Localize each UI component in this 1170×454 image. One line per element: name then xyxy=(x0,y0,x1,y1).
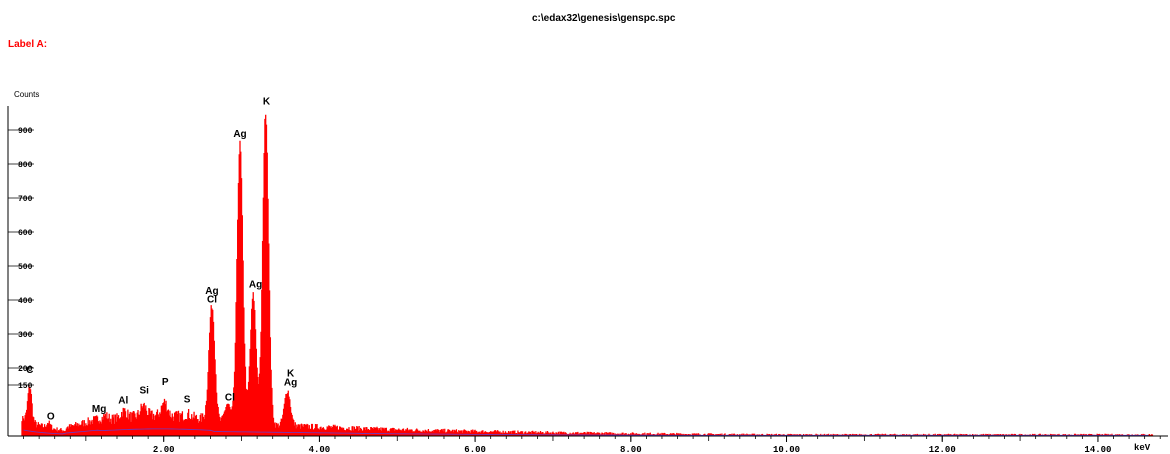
y-tick: 300 xyxy=(8,331,34,340)
peak-label: Mg xyxy=(92,404,106,415)
x-tick-label: 12.00 xyxy=(929,445,956,454)
peak-label: O xyxy=(47,412,55,423)
x-tick: 6.00 xyxy=(464,436,486,454)
y-tick: 600 xyxy=(8,229,34,238)
peak-label: Cl xyxy=(225,392,235,403)
y-tick-label: 200 xyxy=(18,365,33,374)
y-tick: 700 xyxy=(8,195,34,204)
peak-label: Al xyxy=(118,396,128,407)
x-tick-label: 6.00 xyxy=(464,445,486,454)
y-tick: 500 xyxy=(8,263,34,272)
peak-label: K xyxy=(287,369,295,380)
x-tick: 14.00 xyxy=(1084,436,1111,454)
y-tick-label: 900 xyxy=(18,127,33,136)
background-line xyxy=(23,428,1149,436)
y-tick-label: 700 xyxy=(18,195,33,204)
y-tick: 150 xyxy=(8,382,34,391)
x-tick: 2.00 xyxy=(153,436,175,454)
x-tick: 8.00 xyxy=(620,436,642,454)
x-tick-label: 2.00 xyxy=(153,445,175,454)
x-tick: 12.00 xyxy=(929,436,956,454)
label-a: Label A: xyxy=(8,39,47,50)
spectrum-channels xyxy=(19,114,1154,436)
y-tick-label: 300 xyxy=(18,331,33,340)
peak-label: Ag xyxy=(249,279,262,290)
peak-label: C xyxy=(26,365,33,376)
y-tick-label: 500 xyxy=(18,263,33,272)
peak-label: Si xyxy=(140,386,150,397)
peak-label: K xyxy=(263,97,271,108)
y-tick: 200 xyxy=(8,365,34,374)
y-axis-label: Counts xyxy=(14,90,39,99)
x-tick: 4.00 xyxy=(309,436,331,454)
y-tick: 900 xyxy=(8,127,34,136)
spectrum-series xyxy=(19,114,1154,436)
y-tick-label: 600 xyxy=(18,229,33,238)
y-tick-label: 800 xyxy=(18,161,33,170)
x-tick-label: 4.00 xyxy=(309,445,331,454)
x-axis-unit-label: keV xyxy=(1134,443,1151,453)
peak-label: Cl xyxy=(207,294,217,305)
background-trace xyxy=(23,428,1149,436)
x-tick-label: 8.00 xyxy=(620,445,642,454)
y-tick: 800 xyxy=(8,161,34,170)
x-tick-label: 14.00 xyxy=(1084,445,1111,454)
peak-label: Ag xyxy=(284,378,297,389)
x-tick: 10.00 xyxy=(773,436,800,454)
peak-label: Ag xyxy=(233,129,246,140)
x-ticks: 2.00 4.00 6.00 8.00 10.00 12.00 14.00 xyxy=(23,436,1161,454)
peak-label: Ag xyxy=(205,286,218,297)
x-tick-label: 10.00 xyxy=(773,445,800,454)
y-tick: 400 xyxy=(8,297,34,306)
axes xyxy=(7,106,1168,437)
file-path-title: c:\edax32\genesis\genspc.spc xyxy=(532,13,676,24)
y-tick-label: 400 xyxy=(18,297,33,306)
y-tick-label: 150 xyxy=(18,382,33,391)
peak-label: P xyxy=(162,377,169,388)
peak-label: S xyxy=(184,395,191,406)
y-ticks: 150 200 300 400 500 600 700 800 900 xyxy=(8,127,34,391)
